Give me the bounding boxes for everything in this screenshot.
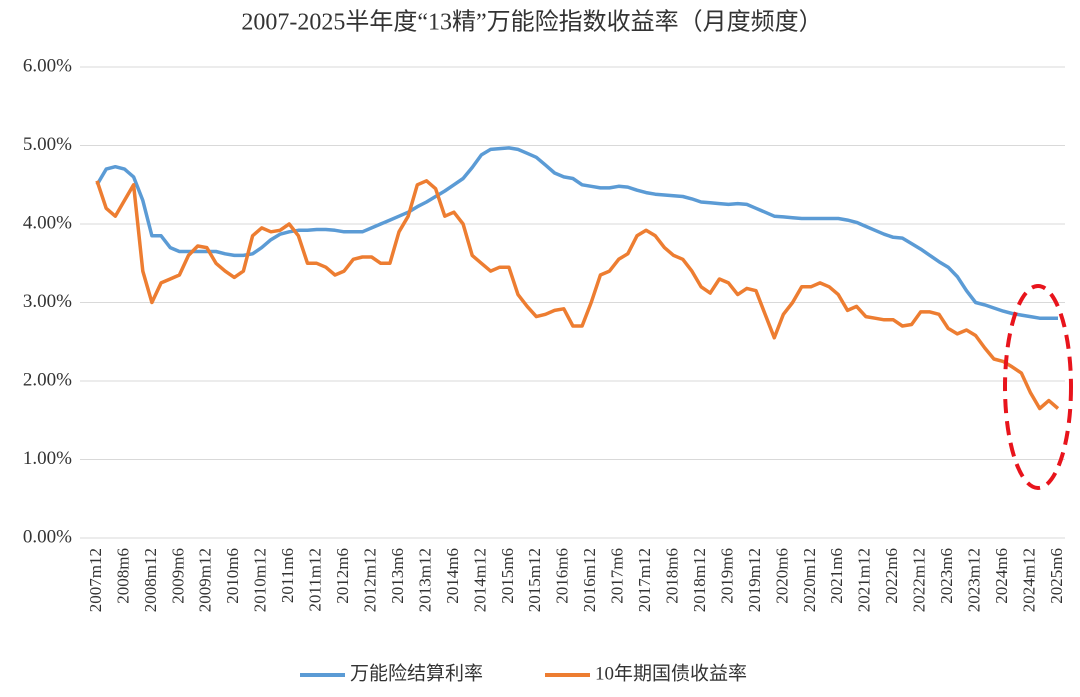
y-tick-label: 1.00% <box>23 448 72 469</box>
y-tick-label: 3.00% <box>23 291 72 312</box>
x-tick-label: 2009m12 <box>196 548 215 612</box>
x-tick-label: 2008m12 <box>141 548 160 612</box>
series-line <box>95 146 1058 320</box>
x-tick-label: 2012m6 <box>333 548 352 604</box>
x-tick-label: 2021m6 <box>827 548 846 604</box>
x-tick-label: 2018m6 <box>663 548 682 604</box>
legend-label: 万能险结算利率 <box>350 662 483 684</box>
y-tick-label: 6.00% <box>23 55 72 76</box>
x-tick-label: 2010m6 <box>223 548 242 604</box>
x-tick-label: 2024m6 <box>992 548 1011 604</box>
x-tick-label: 2013m6 <box>388 548 407 604</box>
y-tick-label: 2.00% <box>23 369 72 390</box>
x-tick-label: 2016m12 <box>580 548 599 612</box>
x-tick-label: 2014m12 <box>470 548 489 612</box>
x-tick-label: 2008m6 <box>113 548 132 604</box>
x-tick-label: 2023m12 <box>965 548 984 612</box>
x-tick-label: 2014m6 <box>443 548 462 604</box>
chart-title: 2007-2025半年度“13精”万能险指数收益率（月度频度） <box>241 9 822 36</box>
x-tick-label: 2018m12 <box>690 548 709 612</box>
x-tick-label: 2010m12 <box>251 548 270 612</box>
x-tick-label: 2007m12 <box>86 548 105 612</box>
x-tick-label: 2025m6 <box>1047 548 1066 604</box>
y-tick-label: 5.00% <box>23 134 72 155</box>
x-tick-label: 2024m12 <box>1019 548 1038 612</box>
x-tick-label: 2011m6 <box>278 548 297 603</box>
x-tick-label: 2015m6 <box>498 548 517 604</box>
series-line <box>95 179 1060 411</box>
highlight-ellipse <box>1003 284 1073 490</box>
x-tick-label: 2019m6 <box>717 548 736 604</box>
x-tick-label: 2015m12 <box>525 548 544 612</box>
y-tick-label: 0.00% <box>23 526 72 547</box>
x-tick-label: 2020m6 <box>772 548 791 604</box>
legend-label: 10年期国债收益率 <box>595 662 747 684</box>
x-tick-label: 2022m12 <box>910 548 929 612</box>
x-tick-label: 2017m6 <box>608 548 627 604</box>
x-tick-label: 2023m6 <box>937 548 956 604</box>
x-tick-label: 2021m12 <box>855 548 874 612</box>
x-tick-label: 2009m6 <box>168 548 187 604</box>
y-tick-label: 4.00% <box>23 212 72 233</box>
x-tick-label: 2011m12 <box>306 548 325 612</box>
x-tick-label: 2019m12 <box>745 548 764 612</box>
x-tick-label: 2017m12 <box>635 548 654 612</box>
x-tick-label: 2020m12 <box>800 548 819 612</box>
x-tick-label: 2016m6 <box>553 548 572 604</box>
x-tick-label: 2012m12 <box>360 548 379 612</box>
x-tick-label: 2022m6 <box>882 548 901 604</box>
x-tick-label: 2013m12 <box>415 548 434 612</box>
